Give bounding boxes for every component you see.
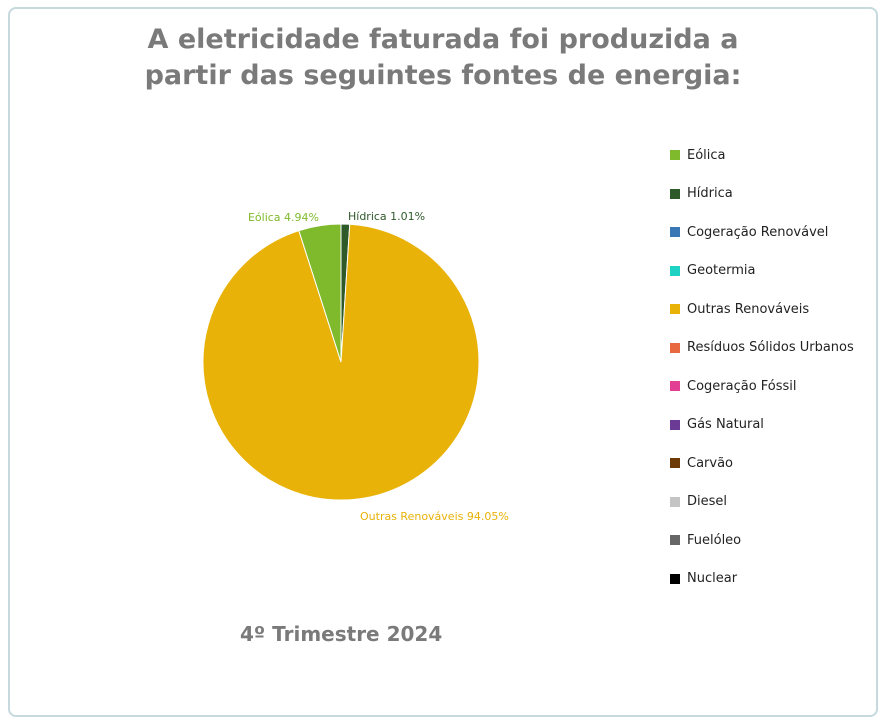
period-label: 4º Trimestre 2024 xyxy=(240,622,443,646)
legend-item[interactable]: Resíduos Sólidos Urbanos xyxy=(670,329,854,368)
legend-item[interactable]: Carvão xyxy=(670,444,854,483)
legend-swatch xyxy=(670,188,680,199)
legend-label: Eólica xyxy=(687,147,726,163)
legend-label: Carvão xyxy=(687,455,734,471)
legend-item[interactable]: Fuelóleo xyxy=(670,521,854,560)
legend-item[interactable]: Eólica xyxy=(670,136,854,175)
legend-swatch xyxy=(670,381,680,392)
legend-swatch xyxy=(670,150,680,161)
legend-label: Hídrica xyxy=(687,186,733,202)
legend-swatch xyxy=(670,573,680,584)
legend: Eólica Hídrica Cogeração Renovável Geotermi… xyxy=(670,136,854,598)
legend-swatch xyxy=(670,265,680,276)
legend-swatch xyxy=(670,458,680,469)
legend-item[interactable]: Geotermia xyxy=(670,252,854,291)
slice-data-label: Outras Renováveis 94.05% xyxy=(360,510,509,523)
pie-slice-outras-renováveis[interactable] xyxy=(202,223,480,501)
legend-item[interactable]: Outras Renováveis xyxy=(670,290,854,329)
legend-swatch xyxy=(670,304,680,315)
title-line-1: A eletricidade faturada foi produzida a xyxy=(147,24,739,55)
legend-item[interactable]: Gás Natural xyxy=(670,406,854,445)
legend-item[interactable]: Hídrica xyxy=(670,175,854,214)
legend-swatch xyxy=(670,496,680,507)
legend-label: Nuclear xyxy=(687,571,738,587)
chart-title: A eletricidade faturada foi produzida a … xyxy=(0,22,886,94)
slice-data-label: Eólica 4.94% xyxy=(248,211,319,224)
legend-item[interactable]: Diesel xyxy=(670,483,854,522)
legend-swatch xyxy=(670,342,680,353)
legend-swatch xyxy=(670,535,680,546)
legend-item[interactable]: Nuclear xyxy=(670,560,854,599)
legend-label: Cogeração Renovável xyxy=(687,224,829,240)
title-line-2: partir das seguintes fontes de energia: xyxy=(144,60,742,91)
legend-label: Cogeração Fóssil xyxy=(687,378,797,394)
legend-swatch xyxy=(670,227,680,238)
legend-label: Diesel xyxy=(687,494,728,510)
legend-label: Resíduos Sólidos Urbanos xyxy=(687,340,854,356)
slice-data-label: Hídrica 1.01% xyxy=(348,210,425,223)
legend-label: Gás Natural xyxy=(687,417,764,433)
legend-label: Outras Renováveis xyxy=(687,301,810,317)
legend-label: Fuelóleo xyxy=(687,532,742,548)
legend-item[interactable]: Cogeração Fóssil xyxy=(670,367,854,406)
legend-item[interactable]: Cogeração Renovável xyxy=(670,213,854,252)
legend-label: Geotermia xyxy=(687,263,756,279)
pie-slice-eólica[interactable] xyxy=(298,223,342,363)
legend-swatch xyxy=(670,419,680,430)
